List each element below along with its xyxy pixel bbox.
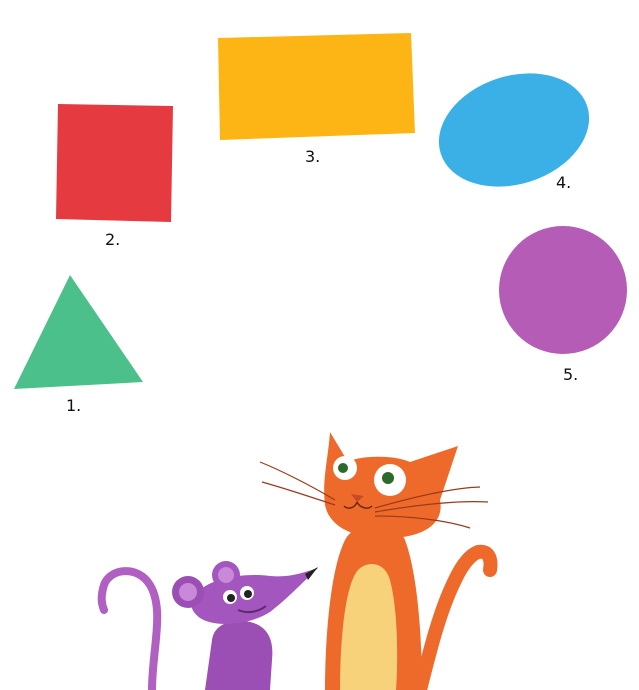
mouse-nose xyxy=(305,567,318,580)
triangle-shape xyxy=(14,275,143,389)
square-shape xyxy=(56,104,173,222)
mouse-character xyxy=(97,561,318,690)
cat-character xyxy=(259,432,498,690)
shape-number-label-2: 2. xyxy=(105,230,121,249)
mouse-ear-inner xyxy=(179,583,197,601)
shape-number-label-5: 5. xyxy=(563,365,579,384)
circle-shape xyxy=(499,226,627,354)
cat-tail xyxy=(413,544,498,690)
cat-mouth xyxy=(343,501,373,509)
mouse-ear-front-inner xyxy=(218,567,234,583)
oval-shape xyxy=(438,73,590,187)
mouse-tail xyxy=(97,567,162,690)
cat-whiskers xyxy=(259,461,489,529)
shape-number-label-4: 4. xyxy=(556,173,572,192)
rectangle-shape xyxy=(218,33,415,140)
mouse-head xyxy=(191,568,318,624)
cat-chest xyxy=(340,564,398,690)
shape-number-label-1: 1. xyxy=(66,396,82,415)
cat-nose xyxy=(351,494,364,502)
mouse-smile xyxy=(237,605,267,614)
mouse-body xyxy=(205,620,273,690)
shape-number-label-3: 3. xyxy=(305,147,321,166)
